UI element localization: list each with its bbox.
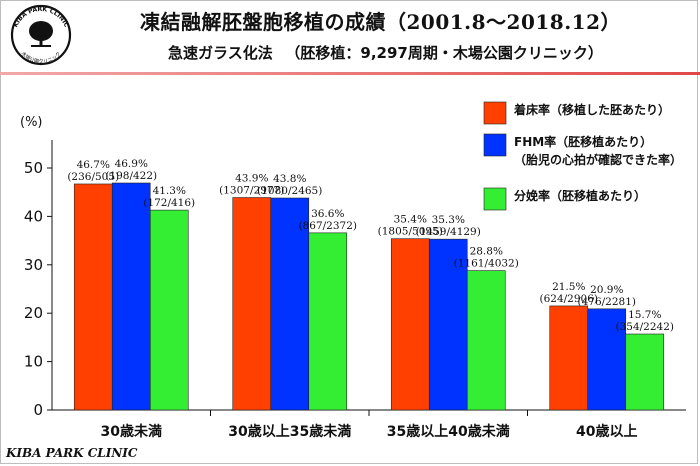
data-count-label: (1080/2465): [257, 185, 322, 197]
tree-icon: [29, 21, 53, 47]
legend-label: 着床率（移植した胚あたり）: [513, 102, 670, 117]
data-count-label: (198/422): [105, 170, 157, 182]
data-count-label: (867/2372): [299, 220, 358, 232]
y-tick-label: 50: [24, 159, 43, 177]
data-count-label: (236/505): [67, 171, 119, 183]
y-tick-label: 0: [33, 401, 43, 419]
y-tick-label: 10: [24, 353, 43, 371]
data-count-label: (354/2242): [616, 321, 675, 333]
y-tick-label: 20: [24, 304, 43, 322]
bar: [587, 308, 627, 411]
x-category-label: 30歳未満: [101, 423, 162, 440]
legend-label: （胎児の心拍が確認できた率）: [514, 152, 682, 167]
data-count-label: (1805/5095): [378, 226, 443, 238]
data-count-label: (624/2906): [540, 293, 599, 305]
data-label: 15.7%: [628, 309, 661, 321]
data-label: 36.6%: [311, 208, 344, 220]
bar: [270, 197, 310, 411]
y-tick-label: 30: [24, 256, 43, 274]
y-axis-unit: (%): [20, 115, 43, 130]
legend-swatch: [483, 133, 507, 157]
header-rule: [0, 72, 700, 75]
x-category-label: 30歳以上35歳未満: [228, 423, 351, 440]
data-label: 35.4%: [394, 214, 427, 226]
bar: [466, 270, 506, 411]
bar: [428, 238, 468, 411]
x-category-label: 40歳以上: [576, 423, 637, 440]
bar: [73, 183, 113, 411]
clinic-logo: KIBA PARK CLINIC 木場公園クリニック: [10, 4, 72, 65]
data-count-label: (476/2281): [578, 296, 637, 308]
page-title: 凍結融解胚盤胞移植の成績（2001.8〜2018.12）: [140, 10, 622, 34]
header: KIBA PARK CLINIC 木場公園クリニック 凍結融解胚盤胞移植の成績（…: [0, 0, 700, 72]
legend-label: FHM率（胚移植あたり）: [514, 134, 652, 149]
data-count-label: (1161/4032): [454, 258, 519, 270]
bar: [390, 238, 430, 411]
data-label: 20.9%: [590, 284, 623, 296]
bar: [149, 209, 189, 411]
x-category-label: 35歳以上40歳未満: [387, 423, 510, 440]
bar: [549, 305, 589, 411]
data-label: 46.7%: [77, 159, 110, 171]
data-label: 43.8%: [273, 173, 306, 185]
data-count-label: (1307/2977): [219, 185, 284, 197]
legend-label: 分娩率（胚移植あたり）: [514, 188, 646, 203]
data-label: 41.3%: [153, 185, 186, 197]
data-label: 43.9%: [235, 173, 268, 185]
y-tick-label: 40: [24, 207, 43, 225]
bar: [308, 232, 348, 411]
data-label: 21.5%: [552, 281, 585, 293]
legend-swatch: [483, 187, 507, 211]
bar: [625, 333, 665, 411]
data-label: 46.9%: [115, 158, 148, 170]
page-subtitle: 急速ガラス化法 （胚移植：9,297周期・木場公園クリニック）: [168, 44, 603, 62]
footer-brand: KIBA PARK CLINIC: [6, 446, 138, 460]
data-label: 28.8%: [470, 246, 503, 258]
bar-chart: (%) 0 10 20 30 40 50 46.7%(236/505)46.9%(198/42…: [20, 101, 686, 440]
data-count-label: (1459/4129): [416, 226, 481, 238]
legend-swatch: [483, 101, 507, 125]
data-count-label: (172/416): [143, 197, 195, 209]
bar: [111, 182, 151, 411]
data-label: 35.3%: [432, 214, 465, 226]
bar: [232, 197, 272, 411]
